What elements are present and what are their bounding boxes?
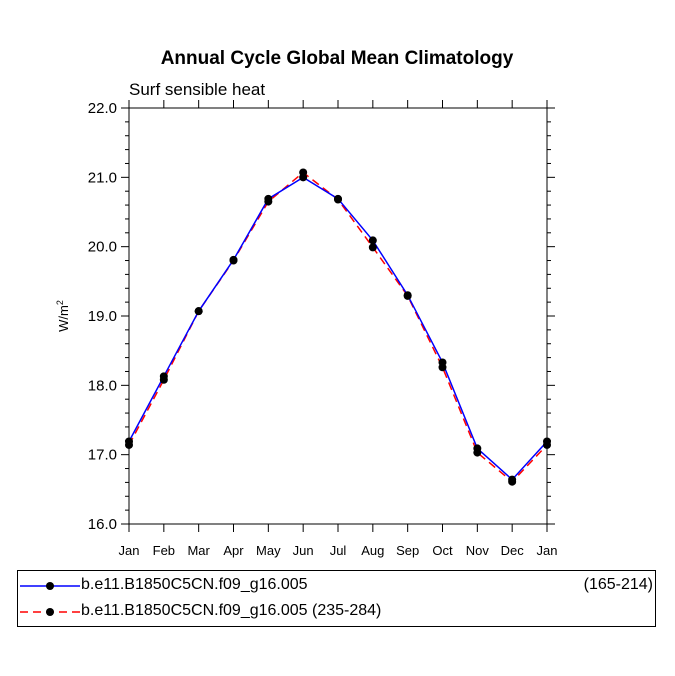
legend-series-2-marker bbox=[46, 608, 54, 616]
legend-markers bbox=[20, 582, 80, 616]
x-tick-label: Sep bbox=[396, 543, 419, 558]
y-tick-label: 16.0 bbox=[88, 516, 117, 533]
legend-series-1-marker bbox=[46, 582, 54, 590]
series-1-point bbox=[159, 372, 168, 381]
x-tick-label: Nov bbox=[466, 543, 490, 558]
plot-axes: 16.0 17.0 18.0 19.0 20.0 21.0 22.0 Jan Feb Mar Apr… bbox=[88, 100, 558, 558]
legend-series-1-label: b.e11.B1850C5CN.f09_g16.005 bbox=[81, 576, 308, 593]
y-tick-label: 17.0 bbox=[88, 447, 117, 464]
y-tick-label: 20.0 bbox=[88, 239, 117, 256]
chart-title: Annual Cycle Global Mean Climatology bbox=[161, 48, 514, 69]
series-1-point bbox=[194, 307, 203, 316]
x-tick-label: Jan bbox=[537, 543, 558, 558]
x-tick-label: Aug bbox=[361, 543, 384, 558]
x-tick-label: Jan bbox=[119, 543, 140, 558]
series-layer bbox=[125, 168, 551, 486]
series-1-point bbox=[403, 291, 412, 300]
y-axis-label: W/m2 bbox=[55, 300, 71, 332]
chart-subtitle: Surf sensible heat bbox=[129, 80, 265, 99]
series-1-point bbox=[229, 255, 238, 264]
x-tick-label: Oct bbox=[432, 543, 453, 558]
y-tick-label: 22.0 bbox=[88, 100, 117, 117]
x-tick-label: Dec bbox=[501, 543, 525, 558]
y-tick-label: 19.0 bbox=[88, 308, 117, 325]
legend-series-1-range: (165-214) bbox=[583, 576, 653, 593]
series-1-point bbox=[473, 444, 482, 453]
series-1-point bbox=[334, 194, 342, 203]
y-axis-label-exponent: 2 bbox=[55, 300, 65, 305]
series-1-point bbox=[299, 173, 308, 182]
legend-series-2-label: b.e11.B1850C5CN.f09_g16.005 (235-284) bbox=[81, 602, 382, 619]
series-1-point bbox=[368, 236, 377, 245]
x-tick-label: Feb bbox=[153, 543, 175, 558]
series-1-point bbox=[264, 194, 273, 203]
x-tick-label: Jul bbox=[330, 543, 347, 558]
series-1-point bbox=[125, 437, 133, 446]
series-2-line bbox=[128, 171, 548, 483]
legend: b.e11.B1850C5CN.f09_g16.005 (165-214) b.… bbox=[17, 570, 656, 627]
series-1-point bbox=[438, 358, 447, 367]
x-tick-label: Apr bbox=[223, 543, 244, 558]
plot-frame bbox=[128, 107, 548, 525]
x-tick-label: Mar bbox=[187, 543, 210, 558]
x-tick-label: May bbox=[256, 543, 281, 558]
y-axis-label-unit: W/m bbox=[56, 305, 71, 332]
x-tick-label: Jun bbox=[293, 543, 314, 558]
series-2-point bbox=[368, 243, 377, 252]
series-1-line bbox=[128, 176, 548, 481]
series-1-point bbox=[543, 437, 551, 446]
series-1-point bbox=[508, 475, 517, 484]
y-tick-label: 21.0 bbox=[88, 169, 117, 186]
y-tick-label: 18.0 bbox=[88, 377, 117, 394]
